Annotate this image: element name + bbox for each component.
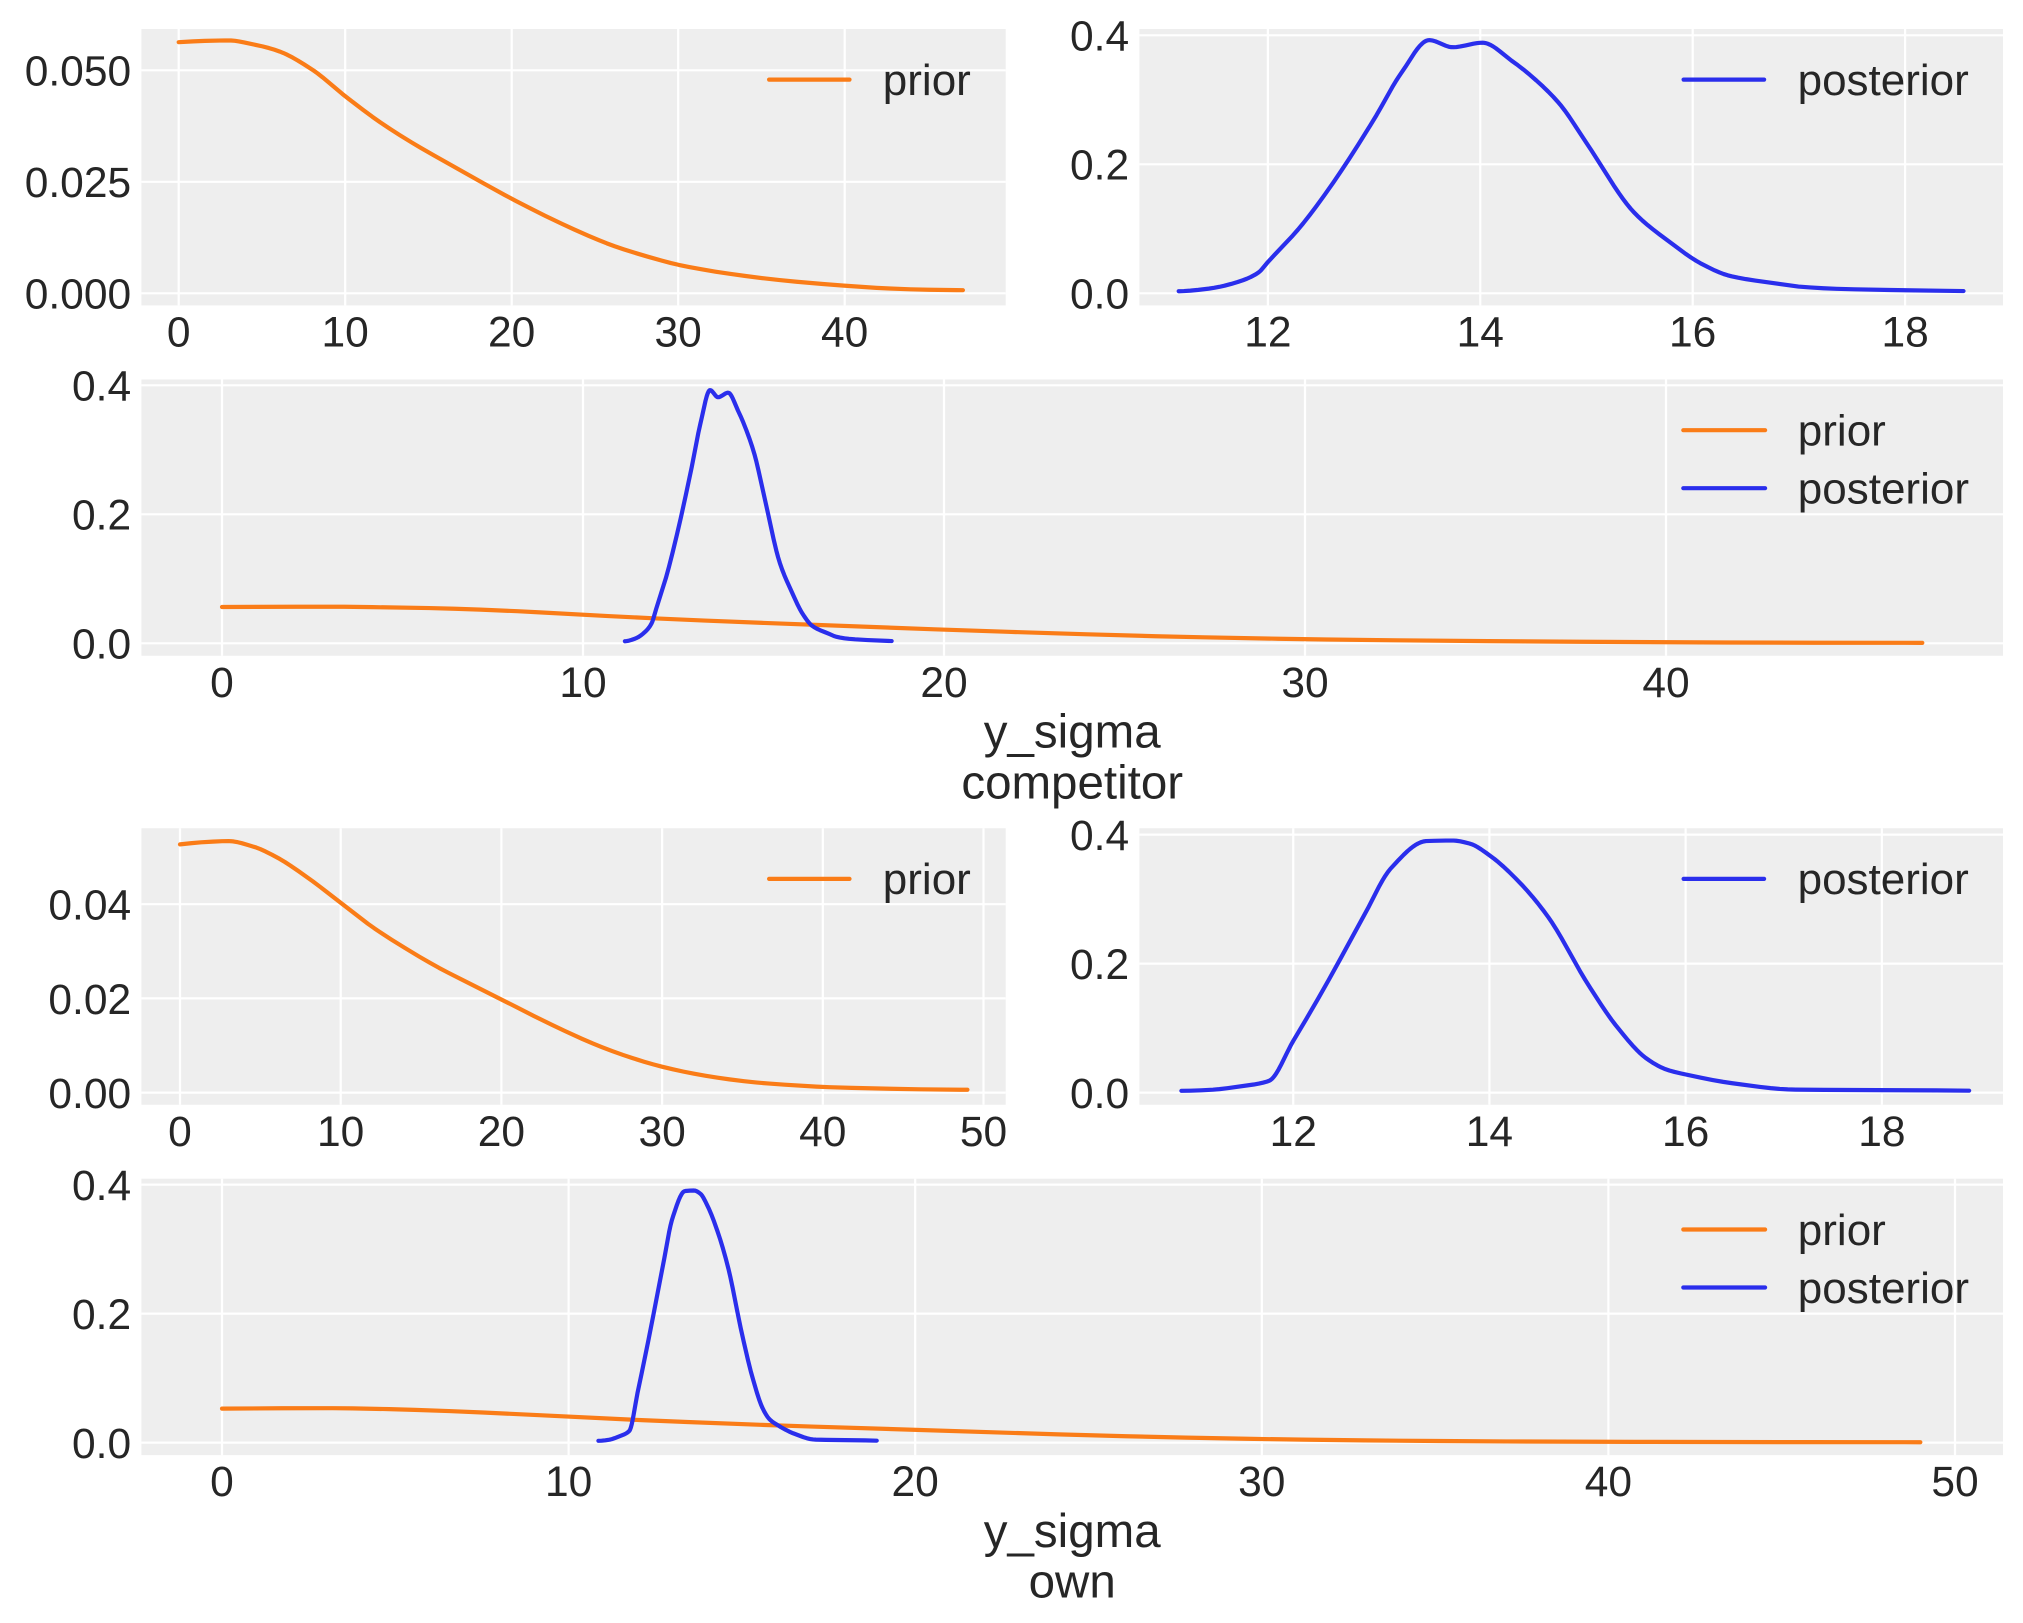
svg-text:10: 10: [545, 1459, 592, 1506]
svg-text:prior: prior: [1798, 407, 1886, 456]
svg-text:16: 16: [1669, 309, 1716, 356]
svg-text:0.02: 0.02: [48, 977, 131, 1024]
svg-text:prior: prior: [1798, 1206, 1886, 1255]
svg-text:0: 0: [167, 309, 191, 356]
svg-text:16: 16: [1662, 1109, 1709, 1156]
svg-text:14: 14: [1457, 309, 1504, 356]
svg-text:posterior: posterior: [1798, 465, 1969, 514]
svg-text:20: 20: [892, 1459, 939, 1506]
svg-text:y_sigma: y_sigma: [984, 706, 1161, 759]
svg-text:0.2: 0.2: [72, 1292, 131, 1339]
svg-text:prior: prior: [883, 56, 971, 105]
svg-text:0: 0: [168, 1109, 192, 1156]
svg-text:y_sigma: y_sigma: [984, 1505, 1161, 1558]
svg-text:12: 12: [1270, 1109, 1317, 1156]
svg-text:0.4: 0.4: [1070, 813, 1129, 860]
svg-text:10: 10: [322, 309, 369, 356]
svg-text:0: 0: [210, 1459, 234, 1506]
svg-text:prior: prior: [883, 855, 971, 904]
svg-text:50: 50: [1931, 1459, 1978, 1506]
svg-text:0.0: 0.0: [1070, 272, 1129, 319]
svg-text:30: 30: [1281, 660, 1328, 707]
svg-text:posterior: posterior: [1798, 855, 1969, 904]
svg-text:0.0: 0.0: [72, 1421, 131, 1468]
svg-text:0.0: 0.0: [72, 622, 131, 669]
svg-text:14: 14: [1466, 1109, 1513, 1156]
svg-text:20: 20: [920, 660, 967, 707]
svg-text:0.025: 0.025: [25, 160, 131, 207]
svg-text:18: 18: [1858, 1109, 1905, 1156]
svg-text:30: 30: [655, 309, 702, 356]
svg-text:40: 40: [1585, 1459, 1632, 1506]
svg-text:0.2: 0.2: [72, 493, 131, 540]
svg-text:0: 0: [210, 660, 234, 707]
svg-text:own: own: [1029, 1556, 1116, 1609]
svg-text:0.00: 0.00: [48, 1071, 131, 1118]
svg-text:0.0: 0.0: [1070, 1071, 1129, 1118]
svg-text:30: 30: [638, 1109, 685, 1156]
svg-text:12: 12: [1244, 309, 1291, 356]
svg-text:50: 50: [960, 1109, 1007, 1156]
svg-text:20: 20: [478, 1109, 525, 1156]
svg-text:0.000: 0.000: [25, 272, 131, 319]
svg-text:40: 40: [1642, 660, 1689, 707]
svg-text:0.04: 0.04: [48, 883, 131, 930]
svg-text:0.4: 0.4: [72, 364, 131, 411]
svg-text:40: 40: [799, 1109, 846, 1156]
svg-text:40: 40: [821, 309, 868, 356]
svg-text:0.4: 0.4: [72, 1163, 131, 1210]
svg-text:10: 10: [559, 660, 606, 707]
svg-text:0.2: 0.2: [1070, 942, 1129, 989]
svg-text:20: 20: [488, 309, 535, 356]
svg-text:posterior: posterior: [1798, 1264, 1969, 1313]
svg-text:competitor: competitor: [961, 756, 1183, 809]
svg-text:18: 18: [1881, 309, 1928, 356]
svg-text:0.050: 0.050: [25, 49, 131, 96]
svg-text:0.4: 0.4: [1070, 14, 1129, 61]
svg-text:posterior: posterior: [1798, 56, 1969, 105]
svg-text:0.2: 0.2: [1070, 143, 1129, 190]
svg-text:10: 10: [317, 1109, 364, 1156]
svg-text:30: 30: [1238, 1459, 1285, 1506]
